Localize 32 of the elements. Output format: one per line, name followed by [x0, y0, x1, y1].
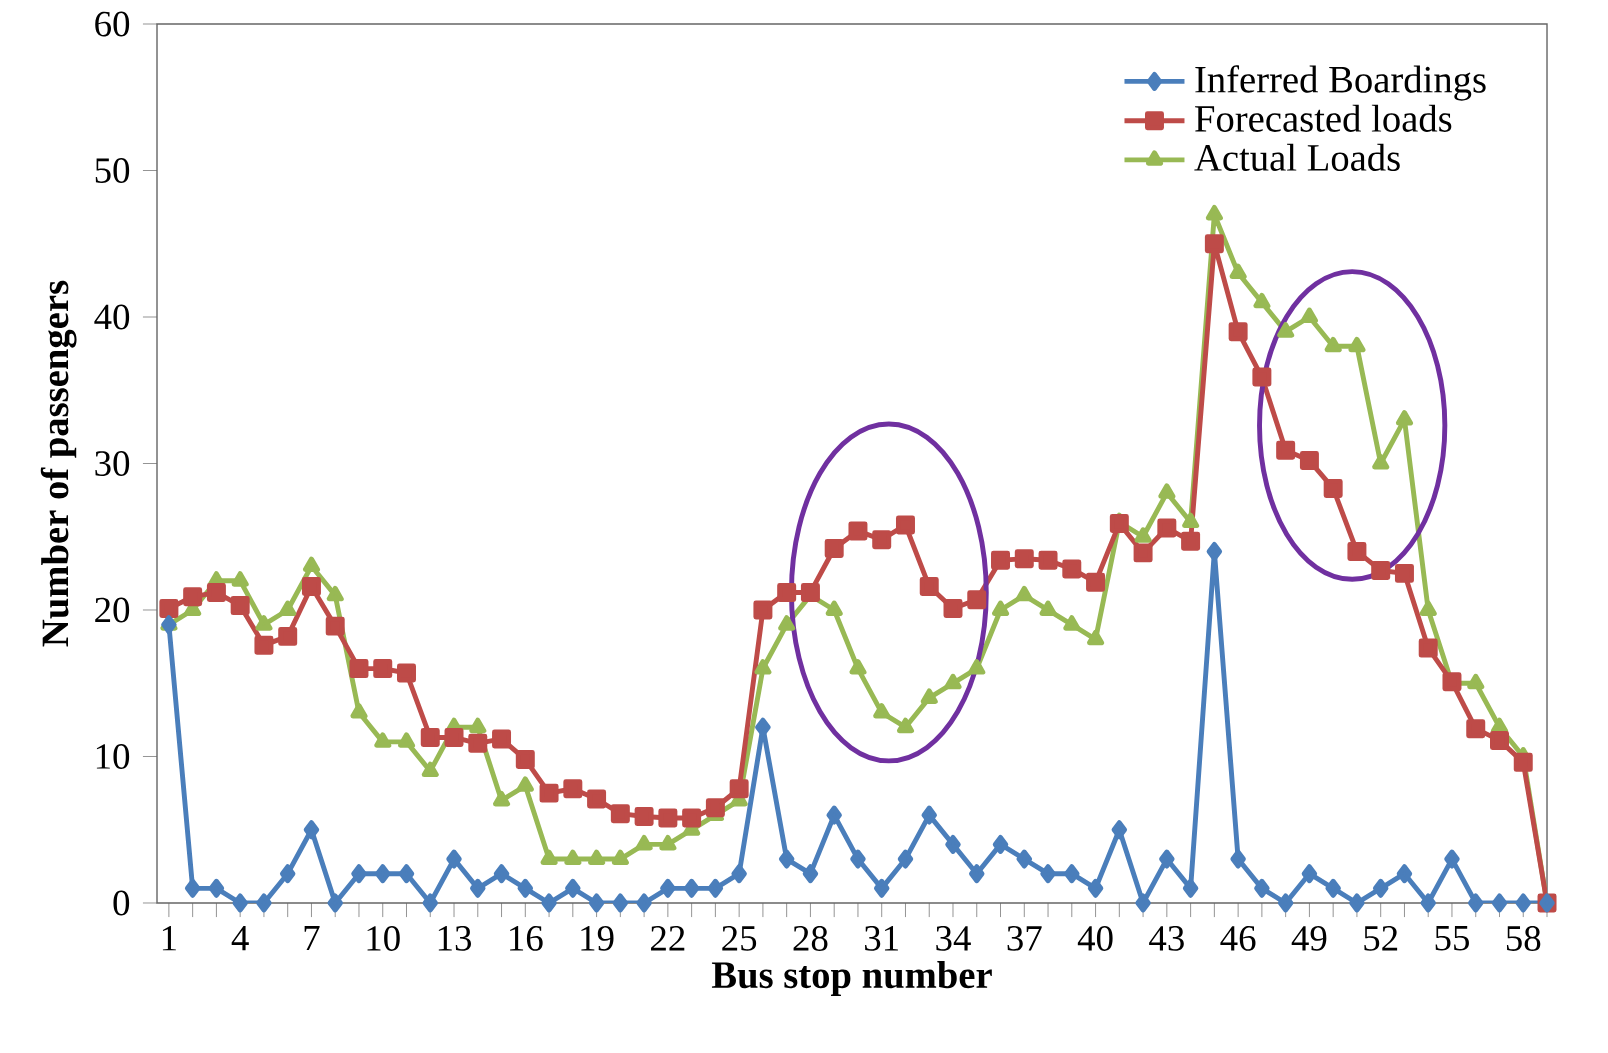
x-tick-label: 46	[1220, 925, 1256, 951]
legend-label: Inferred Boardings	[1195, 65, 1486, 101]
x-tick-label: 28	[793, 925, 828, 951]
x-tick-label: 25	[722, 925, 757, 951]
legend-label: Actual Loads	[1194, 143, 1400, 171]
x-tick-label: 1	[162, 925, 176, 951]
x-tick-label: 7	[304, 925, 320, 951]
y-axis-title: Number of passengers	[40, 280, 77, 647]
x-tick-label: 37	[1007, 925, 1042, 951]
x-tick-label: 13	[438, 925, 471, 951]
x-tick-label: 52	[1364, 925, 1398, 951]
y-tick-label: 40	[94, 304, 130, 330]
y-tick-label: 60	[95, 11, 130, 37]
x-tick-label: 10	[367, 925, 400, 951]
x-axis-title: Bus stop number	[711, 960, 992, 996]
y-tick-label: 30	[95, 451, 130, 476]
x-tick-label: 19	[581, 925, 614, 951]
x-tick-label: 49	[1291, 925, 1327, 951]
x-tick-label: 43	[1149, 925, 1184, 951]
y-tick-label: 50	[95, 158, 130, 183]
x-tick-label: 40	[1077, 925, 1113, 951]
x-tick-label: 34	[936, 925, 971, 951]
x-tick-label: 55	[1435, 925, 1469, 951]
x-tick-label: 58	[1506, 925, 1541, 951]
x-tick-label: 22	[651, 925, 685, 951]
x-tick-label: 16	[510, 925, 543, 951]
y-tick-label: 20	[95, 597, 130, 623]
y-tick-label: 0	[113, 890, 130, 916]
legend-label: Forecasted loads	[1195, 104, 1452, 132]
x-tick-label: 4	[231, 926, 249, 951]
x-tick-label: 31	[865, 925, 898, 951]
y-tick-label: 10	[96, 744, 130, 769]
